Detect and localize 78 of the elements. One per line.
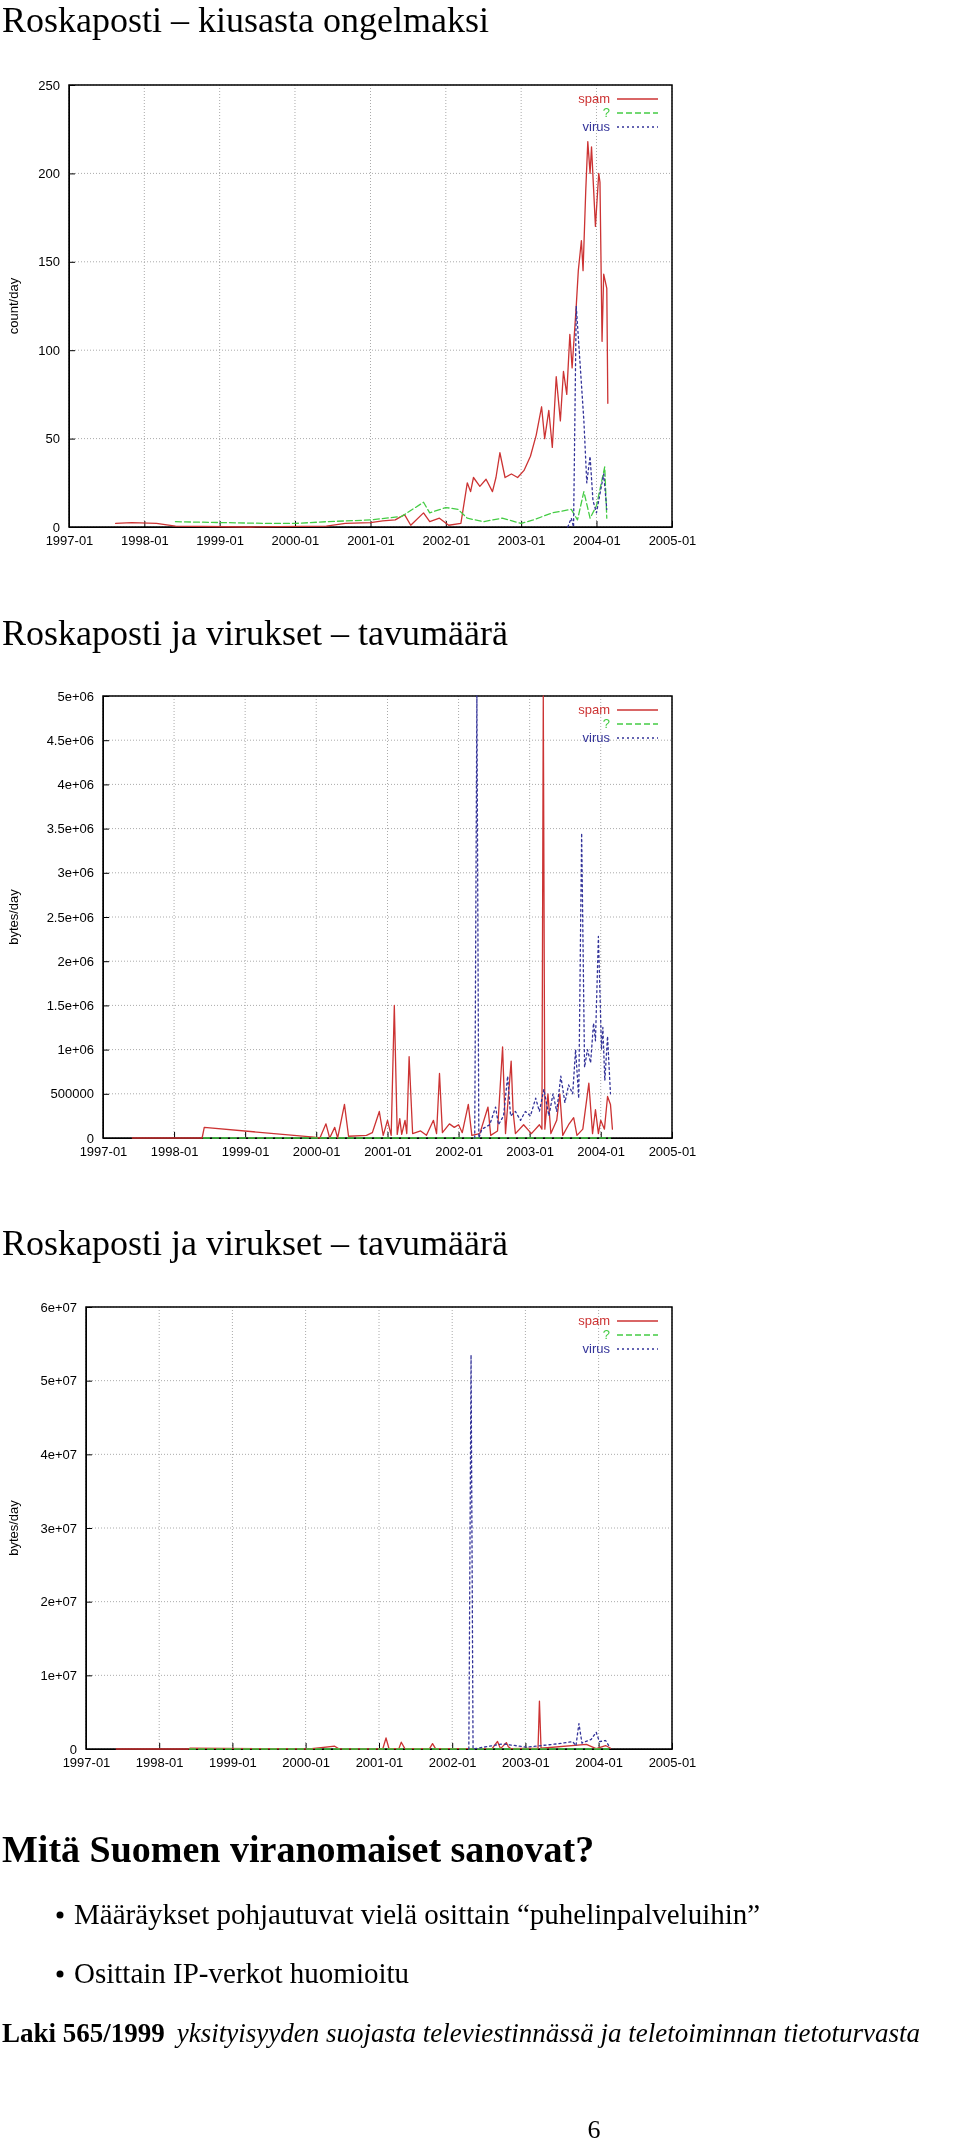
x-tick-label: 2000-01	[282, 1755, 330, 1771]
text: Määräykset pohjautuvat vielä osittain “puhelinpalveluihin”	[74, 1898, 761, 1930]
y-tick-label: 3.5e+06	[46, 821, 94, 837]
chart-title: Roskaposti ja virukset – tavumäärä	[2, 613, 508, 653]
text: Mitä Suomen viranomaiset sanovat?	[2, 1828, 595, 1870]
text: 6	[587, 2115, 601, 2144]
x-tick-label: 2004-01	[577, 1144, 626, 1160]
x-tick-label: 1998-01	[120, 533, 169, 549]
y-axis-title: count/day	[6, 277, 21, 335]
y-tick-label: 0	[52, 519, 60, 535]
x-tick-label: 1997-01	[45, 533, 94, 549]
x-tick-label: 2002-01	[428, 1755, 477, 1771]
x-tick-label: 2004-01	[573, 533, 621, 549]
line-series	[474, 695, 612, 1139]
x-tick-label: 1997-01	[62, 1755, 111, 1771]
y-tick-label: 500000	[50, 1086, 94, 1102]
y-tick-label: 4e+07	[40, 1446, 77, 1462]
legend-label: spam	[578, 702, 610, 717]
text: Osittain IP-verkot huomioitu	[74, 1957, 410, 1989]
x-tick-label: 1998-01	[135, 1755, 184, 1771]
y-tick-label: 5e+07	[40, 1373, 77, 1389]
x-tick-label: 1999-01	[221, 1144, 270, 1160]
x-tick-label: 2001-01	[364, 1144, 412, 1160]
legend-label: spam	[578, 91, 610, 106]
chart-title: Roskaposti ja virukset – tavumäärä	[2, 1223, 508, 1263]
x-tick-label: 2002-01	[435, 1144, 483, 1160]
x-tick-label: 2001-01	[355, 1755, 404, 1771]
line-series	[114, 140, 609, 528]
y-tick-label: 50	[45, 431, 60, 447]
y-tick-label: 5e+06	[57, 688, 94, 704]
x-tick-label: 2000-01	[292, 1144, 341, 1160]
x-tick-label: 2005-01	[648, 533, 697, 549]
x-tick-label: 2003-01	[502, 1755, 550, 1771]
y-tick-label: 2e+06	[57, 953, 94, 969]
legend-label: ?	[602, 716, 610, 731]
legend-label: virus	[582, 1341, 611, 1356]
line-series	[468, 1354, 610, 1750]
y-tick-label: 250	[38, 77, 60, 93]
x-tick-label: 2003-01	[497, 533, 546, 549]
y-tick-label: 0	[86, 1130, 94, 1146]
chart-title: Roskaposti – kiusasta ongelmaksi	[2, 0, 489, 40]
x-tick-label: 2005-01	[648, 1755, 697, 1771]
x-tick-label: 1998-01	[150, 1144, 199, 1160]
legend-label: virus	[582, 119, 611, 134]
y-tick-label: 1e+06	[57, 1042, 94, 1058]
x-tick-label: 2001-01	[347, 533, 395, 549]
y-tick-label: 150	[38, 254, 60, 270]
y-tick-label: 200	[38, 166, 60, 182]
x-tick-label: 1999-01	[209, 1755, 257, 1771]
y-tick-label: 2.5e+06	[46, 909, 94, 925]
x-tick-label: 1999-01	[196, 533, 245, 549]
x-tick-label: 2005-01	[648, 1144, 697, 1160]
y-tick-label: 1e+07	[40, 1667, 77, 1683]
y-axis-title: bytes/day	[6, 1499, 21, 1556]
legend-label: ?	[602, 105, 610, 120]
legend-label: ?	[602, 1327, 610, 1342]
y-tick-label: 3e+07	[40, 1520, 77, 1536]
y-tick-label: 2e+07	[40, 1594, 77, 1610]
x-tick-label: 2000-01	[271, 533, 320, 549]
legend-label: virus	[582, 730, 611, 745]
x-tick-label: 2003-01	[506, 1144, 555, 1160]
y-tick-label: 4.5e+06	[46, 732, 94, 748]
x-tick-label: 2002-01	[422, 533, 471, 549]
line-series	[131, 695, 614, 1139]
line-series	[567, 305, 608, 528]
line-series	[174, 466, 608, 525]
y-tick-label: 100	[38, 342, 60, 358]
x-tick-label: 1997-01	[79, 1144, 128, 1160]
text: Laki 565/1999	[2, 2018, 165, 2048]
y-tick-label: 6e+07	[40, 1299, 77, 1315]
y-tick-label: 1.5e+06	[46, 998, 94, 1014]
y-tick-label: 0	[69, 1741, 77, 1757]
y-axis-title: bytes/day	[6, 888, 21, 945]
y-tick-label: 3e+06	[57, 865, 94, 881]
y-tick-label: 4e+06	[57, 777, 94, 793]
x-tick-label: 2004-01	[575, 1755, 623, 1771]
text: yksityisyyden suojasta televiestinnässä ja teletoiminnan tietoturvasta	[173, 2018, 920, 2048]
legend-label: spam	[578, 1313, 610, 1328]
